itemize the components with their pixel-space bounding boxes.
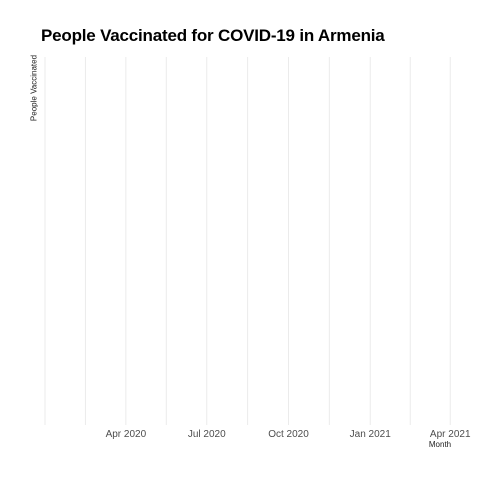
x-tick-label: Oct 2020 (268, 429, 309, 440)
x-tick-label: Apr 2021 (430, 429, 471, 440)
chart-title: People Vaccinated for COVID-19 in Armeni… (41, 26, 385, 45)
x-tick-label: Jul 2020 (188, 429, 226, 440)
x-axis-label: Month (428, 440, 452, 449)
grid-layer (44, 57, 451, 425)
x-tick-layer: Apr 2020 Jul 2020 Oct 2020 Jan 2021 Apr 2021 (106, 429, 471, 440)
x-tick-label: Apr 2020 (106, 429, 147, 440)
x-tick-label: Jan 2021 (350, 429, 392, 440)
